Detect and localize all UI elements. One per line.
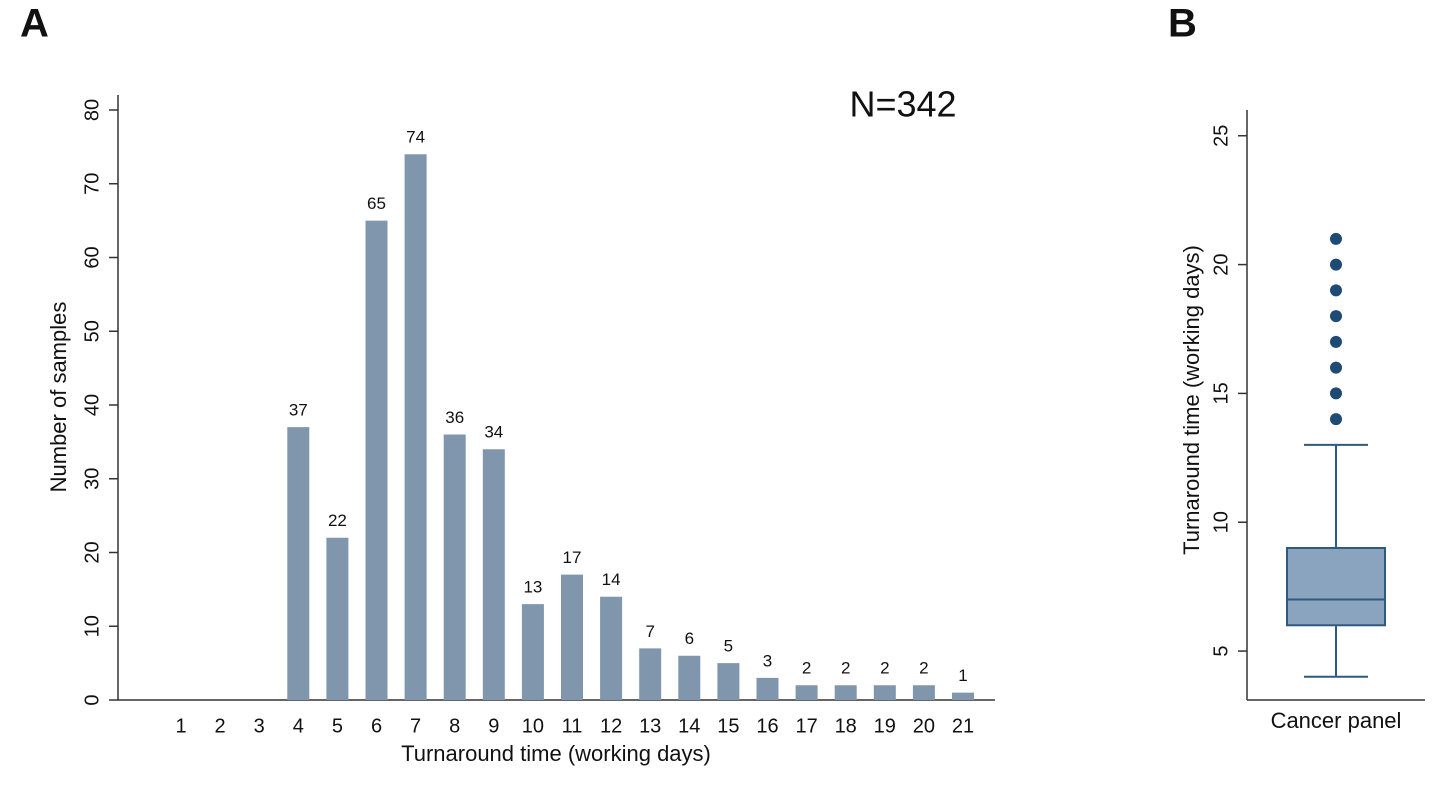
outlier — [1330, 284, 1342, 297]
outlier — [1330, 361, 1342, 374]
bar — [521, 604, 544, 700]
x-tick-label: 3 — [254, 715, 265, 737]
x-tick-label: 14 — [678, 715, 700, 737]
bar — [952, 692, 974, 700]
x-tick-label: 18 — [835, 715, 857, 737]
bar — [482, 449, 505, 700]
bar — [834, 685, 857, 700]
y-tick-label: 25 — [1210, 125, 1232, 147]
value-label: 13 — [523, 578, 542, 597]
outlier — [1330, 335, 1342, 348]
x-tick-label: 15 — [717, 715, 739, 737]
x-tick-label: 11 — [562, 715, 583, 737]
value-label: 2 — [880, 659, 889, 678]
bar — [717, 663, 740, 700]
y-tick-label: 60 — [81, 246, 103, 268]
x-tick-label: Cancer panel — [1271, 708, 1402, 733]
y-tick-label: 10 — [81, 615, 103, 637]
bar — [873, 685, 896, 700]
y-tick-label: 20 — [1210, 253, 1232, 275]
box — [1286, 546, 1386, 627]
value-label: 34 — [484, 423, 503, 442]
x-axis-title: Turnaround time (working days) — [401, 741, 711, 766]
bar — [287, 427, 310, 700]
x-tick-label: 17 — [795, 715, 817, 737]
y-tick-label: 50 — [81, 320, 103, 342]
value-label: 17 — [563, 548, 582, 567]
x-tick-label: 4 — [293, 715, 304, 737]
bar — [561, 574, 583, 700]
value-label: 14 — [602, 570, 621, 589]
bar — [639, 648, 662, 700]
x-tick-label: 21 — [952, 715, 974, 737]
y-tick-label: 5 — [1210, 645, 1232, 656]
x-tick-label: 20 — [913, 715, 935, 737]
bar — [326, 537, 349, 700]
annotation: N=342 — [849, 84, 956, 125]
y-tick-label: 20 — [81, 541, 103, 563]
x-tick-label: 6 — [371, 715, 382, 737]
bar — [795, 685, 818, 700]
y-tick-label: 10 — [1210, 511, 1232, 533]
x-tick-label: 12 — [600, 715, 622, 737]
value-label: 37 — [289, 401, 308, 420]
x-tick-label: 19 — [874, 715, 896, 737]
panel-label: A — [20, 2, 49, 46]
value-label: 3 — [763, 651, 772, 670]
x-tick-label: 7 — [410, 715, 421, 737]
value-label: 2 — [802, 659, 811, 678]
outlier — [1330, 413, 1342, 426]
y-tick-label: 80 — [81, 99, 103, 121]
x-tick-label: 10 — [522, 715, 544, 737]
y-tick-label: 30 — [81, 468, 103, 490]
y-tick-label: 15 — [1210, 382, 1232, 404]
value-label: 7 — [645, 622, 654, 641]
x-tick-label: 5 — [332, 715, 343, 737]
value-label: 65 — [367, 194, 386, 213]
x-tick-label: 1 — [175, 715, 186, 737]
bar — [678, 655, 701, 700]
outlier — [1330, 310, 1342, 323]
value-label: 74 — [406, 128, 425, 147]
value-label: 1 — [958, 666, 967, 685]
outlier — [1330, 232, 1342, 245]
bar — [365, 220, 388, 700]
y-axis-title: Turnaround time (working days) — [1179, 245, 1204, 555]
outlier — [1330, 258, 1342, 271]
x-tick-label: 16 — [756, 715, 778, 737]
x-tick-label: 9 — [488, 715, 499, 737]
bar — [443, 434, 466, 700]
y-tick-label: 40 — [81, 394, 103, 416]
bar — [600, 596, 623, 700]
y-tick-label: 0 — [81, 694, 103, 705]
x-tick-label: 2 — [215, 715, 226, 737]
value-label: 2 — [841, 659, 850, 678]
value-label: 6 — [685, 629, 694, 648]
bar — [912, 685, 935, 700]
bar — [404, 154, 427, 700]
value-label: 2 — [919, 659, 928, 678]
x-tick-label: 13 — [639, 715, 661, 737]
y-axis-title: Number of samples — [46, 302, 71, 493]
panel-label: B — [1168, 2, 1197, 46]
x-tick-label: 8 — [449, 715, 460, 737]
outlier — [1330, 387, 1342, 400]
value-label: 22 — [328, 511, 347, 530]
bar — [756, 677, 779, 700]
y-tick-label: 70 — [81, 173, 103, 195]
value-label: 36 — [445, 408, 464, 427]
value-label: 5 — [724, 637, 733, 656]
